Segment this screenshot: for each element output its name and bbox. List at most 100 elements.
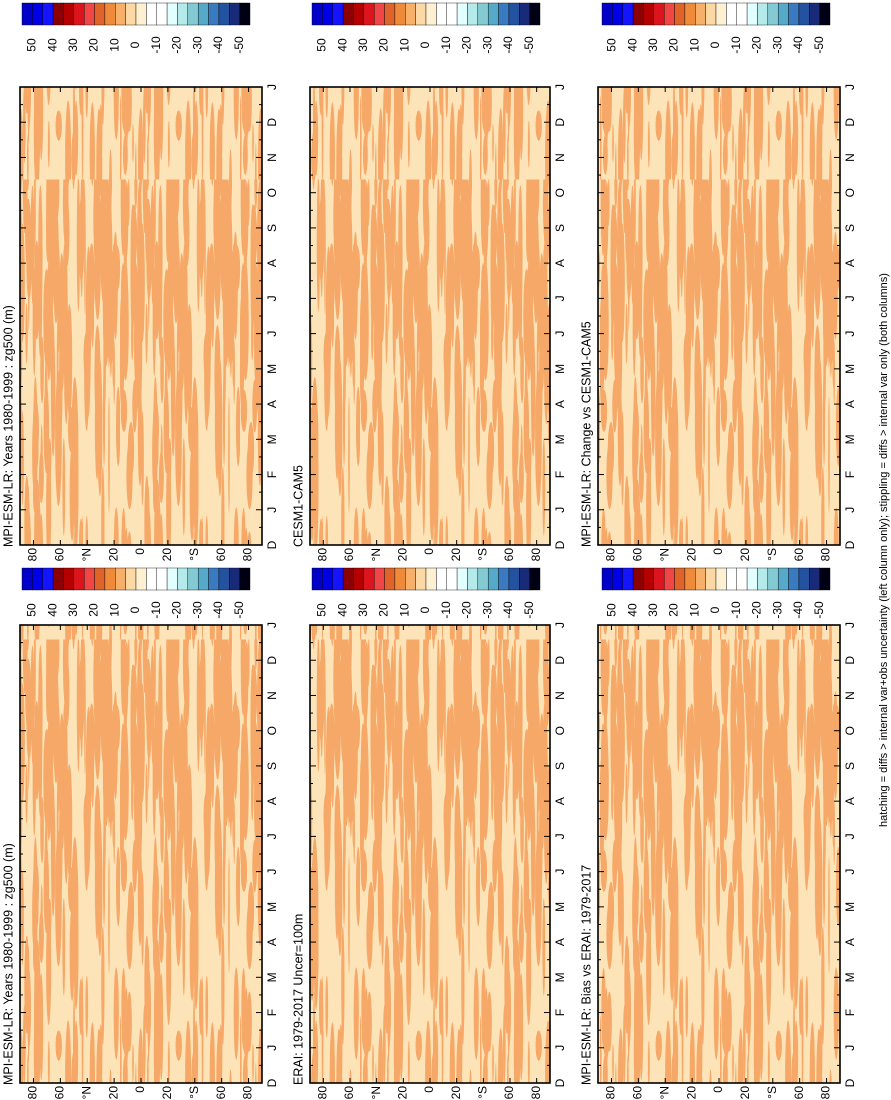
colorbar-box (42, 567, 54, 591)
x-tick-label: S (553, 762, 567, 770)
field (310, 87, 550, 545)
x-tick-label: J (843, 507, 857, 513)
field (598, 87, 840, 545)
x-tick-label: J (843, 869, 857, 875)
y-tick-label: 60 (53, 1086, 67, 1100)
colorbar-box (197, 2, 209, 26)
colorbar-box (674, 2, 686, 26)
x-tick-label: F (553, 1009, 567, 1016)
colorbar-box (177, 2, 189, 26)
colorbar-label: 30 (66, 603, 80, 617)
colorbar-box (653, 2, 665, 26)
panel-title: MPI-ESM-LR: Bias vs ERAI: 1979-2017 (579, 865, 593, 1085)
colorbar-label: -30 (480, 36, 494, 54)
colorbar-box (643, 2, 655, 26)
colorbar-label: 20 (87, 38, 101, 52)
colorbar-box (601, 2, 613, 26)
colorbar-box (146, 567, 157, 591)
y-tick-label: °N (369, 1086, 383, 1099)
colorbar-label: 40 (45, 603, 59, 617)
y-tick-label: °N (657, 548, 671, 561)
colorbar-box (798, 2, 810, 26)
x-tick-label: D (265, 540, 279, 549)
y-tick-label: 60 (214, 1086, 228, 1100)
y-tick-label: 60 (342, 1086, 356, 1100)
colorbar-box (384, 2, 396, 26)
colorbar-label: -50 (232, 36, 246, 54)
colorbar-label: -20 (170, 36, 184, 54)
colorbar-box (601, 567, 613, 591)
colorbar-box (187, 2, 199, 26)
colorbar-box (632, 567, 644, 591)
colorbar-label: 30 (646, 38, 660, 52)
colorbar-box (332, 567, 344, 591)
colorbar-box (643, 567, 655, 591)
y-tick-label: 80 (241, 548, 255, 562)
colorbar-box (73, 567, 85, 591)
x-tick-label: D (553, 656, 567, 665)
colorbar-box (663, 2, 675, 26)
colorbar-box (197, 567, 209, 591)
colorbar-box (104, 567, 116, 591)
colorbar-box (156, 567, 168, 591)
y-tick-label: °S (765, 1086, 779, 1099)
colorbar-box (63, 567, 75, 591)
colorbar-box (809, 567, 820, 591)
colorbar-label: 50 (25, 603, 39, 617)
colorbar-label: -20 (460, 36, 474, 54)
colorbar-box (342, 2, 354, 26)
colorbar-label: 50 (605, 603, 619, 617)
colorbar-box (436, 2, 447, 26)
y-tick-label: 80 (241, 1086, 255, 1100)
colorbar-box (498, 567, 510, 591)
x-tick-label: M (265, 364, 279, 374)
y-tick-label: 80 (604, 1086, 618, 1100)
panel-title: CESM1-CAM5 (291, 465, 305, 547)
y-tick-label: 60 (792, 1086, 806, 1100)
colorbar-box (767, 2, 779, 26)
colorbar-box (73, 2, 85, 26)
colorbar-box (373, 567, 385, 591)
colorbar-box (632, 2, 644, 26)
colorbar-box (487, 567, 499, 591)
colorbar-box (353, 2, 365, 26)
x-tick-label: F (843, 471, 857, 478)
colorbar-box (415, 567, 427, 591)
colorbar-box (363, 2, 375, 26)
x-tick-label: O (843, 726, 857, 735)
colorbar-box (135, 567, 147, 591)
x-tick-label: J (265, 1045, 279, 1051)
colorbar-label: -50 (812, 36, 826, 54)
colorbar-box (788, 2, 800, 26)
x-tick-label: N (553, 691, 567, 700)
colorbar-label: 10 (687, 38, 701, 52)
colorbar-label: -30 (190, 601, 204, 619)
colorbar-label: 10 (687, 603, 701, 617)
y-tick-label: 60 (342, 548, 356, 562)
x-tick-label: D (843, 540, 857, 549)
x-tick-label: O (843, 188, 857, 197)
x-tick-label: A (843, 797, 857, 805)
x-tick-label: D (265, 1078, 279, 1087)
colorbar-label: 0 (128, 41, 142, 48)
colorbar-label: 0 (708, 606, 722, 613)
colorbar-label: -20 (750, 601, 764, 619)
y-tick-label: 80 (26, 548, 40, 562)
colorbar-box (332, 2, 344, 26)
y-tick-label: 60 (502, 548, 516, 562)
colorbar-box (777, 2, 789, 26)
x-tick-label: J (553, 869, 567, 875)
y-tick-label: 20 (106, 548, 120, 562)
colorbar-box (788, 567, 800, 591)
colorbar-box (695, 567, 706, 591)
y-tick-label: 0 (422, 548, 436, 555)
y-tick-label: °S (476, 548, 490, 561)
x-tick-label: J (553, 331, 567, 337)
colorbar-label: -40 (791, 36, 805, 54)
x-tick-label: O (553, 188, 567, 197)
colorbar-box (456, 567, 468, 591)
colorbar-box (498, 2, 510, 26)
colorbar-box (726, 2, 737, 26)
colorbar-box (218, 567, 230, 591)
y-tick-label: °N (79, 548, 93, 561)
